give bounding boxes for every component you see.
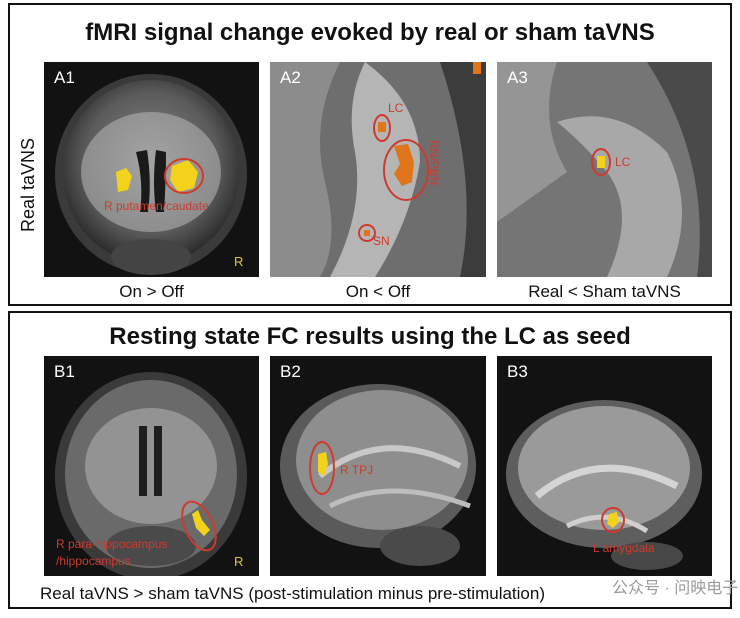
a2-activation-sn	[364, 230, 370, 236]
b2-roi-circle	[309, 441, 335, 495]
a3-activation-lc	[597, 156, 605, 168]
a2-roi-rn-pbn	[383, 139, 429, 201]
panel-a1-label: A1	[54, 68, 75, 87]
b2-activation	[318, 452, 328, 476]
b1-activation	[192, 510, 210, 536]
row-label-real-tavns: Real taVNS	[18, 137, 38, 232]
a1-roi-circle	[164, 158, 204, 194]
b3-roi-circle	[601, 507, 625, 533]
b1-roi-circle	[181, 500, 217, 552]
panel-a3-brainstem: LC A3	[497, 62, 712, 277]
panel-a2-brainstem: LC RN/PBN SN A2	[270, 62, 486, 277]
a2-activation-lc	[378, 122, 386, 132]
a2-roi-sn	[358, 224, 376, 242]
b1-annotation-line1: R para-hippocampus	[56, 537, 167, 551]
panel-b1-label: B1	[54, 362, 75, 381]
a2-activation-rn-pbn	[394, 144, 414, 186]
b3-annotation-amygdala: L amygdala	[593, 541, 655, 555]
a2-roi-lc	[373, 114, 391, 142]
a3-roi-lc	[591, 148, 611, 176]
section-b-title: Resting state FC results using the LC as…	[109, 323, 631, 350]
a2-annotation-sn: SN	[373, 234, 390, 248]
panel-a3-label: A3	[507, 68, 528, 87]
panel-a2-label: A2	[280, 68, 301, 87]
panel-a1-caption: On > Off	[119, 282, 184, 301]
a2-corner-activation	[473, 62, 481, 74]
a2-annotation-lc: LC	[388, 101, 404, 115]
panel-a2-caption: On < Off	[345, 282, 411, 301]
panel-b3-sagittal-brain: L amygdala B3	[497, 356, 712, 576]
a1-activation-right	[170, 160, 198, 192]
panel-b2-sagittal-brain: R TPJ B2	[270, 356, 486, 576]
b1-annotation-line2: /hippocampus	[56, 554, 131, 568]
panel-a3-caption: Real < Sham taVNS	[528, 282, 681, 301]
panel-a1-orientation-mark: R	[234, 254, 244, 269]
a3-annotation-lc: LC	[615, 155, 631, 169]
a2-annotation-rn-pbn: RN/PBN	[427, 140, 441, 185]
panel-b1-coronal-brain: R para-hippocampus /hippocampus B1 R	[44, 356, 259, 576]
watermark: 公众号 · 问映电子	[612, 580, 739, 597]
panel-a1-coronal-brain: R putamen/caudate A1 R	[44, 62, 259, 277]
section-b-caption: Real taVNS > sham taVNS (post-stimulatio…	[40, 584, 545, 603]
b3-activation	[607, 512, 619, 528]
section-a-title: fMRI signal change evoked by real or sha…	[85, 19, 655, 46]
b2-annotation-tpj: R TPJ	[340, 463, 373, 477]
panel-b3-label: B3	[507, 362, 528, 381]
a1-activation-left	[116, 168, 132, 192]
a1-annotation-putamen: R putamen/caudate	[104, 199, 209, 213]
panel-b1-orientation-mark: R	[234, 554, 244, 569]
panel-b2-label: B2	[280, 362, 301, 381]
